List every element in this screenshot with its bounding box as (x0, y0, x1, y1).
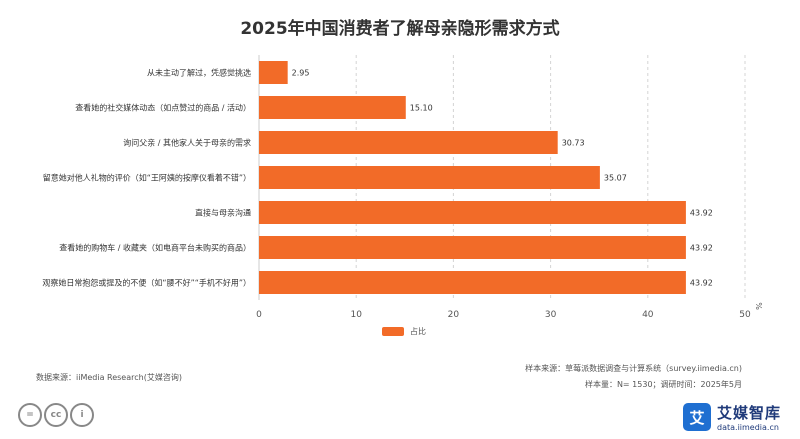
x-tick-label: 10 (350, 310, 362, 320)
value-label: 35.07 (604, 174, 627, 183)
bar (259, 201, 686, 224)
category-label: 从未主动了解过，凭感觉挑选 (147, 68, 251, 78)
x-tick-label: 0 (256, 310, 262, 320)
sample-size: 样本量：N= 1530；调研时间：2025年5月 (584, 380, 742, 389)
legend: 占比 (382, 326, 426, 337)
x-tick-label: 50 (739, 310, 751, 320)
sample-info-block: 样本来源：草莓派数据调查与计算系统（survey.iimedia.cn) 样本量… (525, 361, 742, 393)
value-label: 43.92 (690, 279, 713, 288)
category-label: 询问父亲 / 其他家人关于母亲的需求 (123, 138, 251, 148)
bar (259, 96, 406, 119)
data-source: 数据来源：iiMedia Research(艾媒咨询) (36, 373, 182, 382)
brand-logo: 艾 艾媒智库 data.iimedia.cn (683, 402, 781, 432)
license-icons: = cc i (18, 403, 94, 427)
value-label: 43.92 (690, 209, 713, 218)
category-label: 观察她日常抱怨或提及的不便（如“腰不好”“手机不好用”） (42, 278, 251, 288)
x-unit-label: % (755, 302, 764, 310)
category-label: 直接与母亲沟通 (195, 208, 251, 218)
attribution-license-icon: i (70, 403, 94, 427)
category-label: 查看她的购物车 / 收藏夹（如电商平台未购买的商品） (59, 243, 251, 253)
equal-license-icon: = (18, 403, 42, 427)
value-label: 15.10 (410, 104, 433, 113)
bar (259, 61, 288, 84)
sample-source: 样本来源：草莓派数据调查与计算系统（survey.iimedia.cn) (525, 364, 742, 373)
x-tick-label: 30 (545, 310, 557, 320)
brand-icon: 艾 (683, 403, 711, 431)
x-tick-label: 20 (448, 310, 460, 320)
brand-url: data.iimedia.cn (717, 423, 779, 432)
brand-name: 艾媒智库 (717, 404, 782, 422)
chart-title: 2025年中国消费者了解母亲隐形需求方式 (240, 19, 560, 39)
bar (259, 271, 686, 294)
value-label: 2.95 (292, 69, 310, 78)
bar (259, 236, 686, 259)
bar (259, 131, 558, 154)
value-label: 30.73 (562, 139, 585, 148)
category-label: 查看她的社交媒体动态（如点赞过的商品 / 活动） (75, 103, 251, 113)
bar-chart: 0 10 20 30 40 50% 从未主动了解过，凭感觉挑选 2.95 查看她的社交媒体动态（… (42, 55, 764, 320)
value-label: 43.92 (690, 244, 713, 253)
legend-swatch (382, 327, 404, 336)
legend-label: 占比 (410, 327, 426, 336)
category-label: 留意她对他人礼物的评价（如“王阿姨的按摩仪看着不错”） (43, 173, 251, 183)
bar (259, 166, 600, 189)
cc-license-icon: cc (44, 403, 68, 427)
x-tick-label: 40 (642, 310, 654, 320)
